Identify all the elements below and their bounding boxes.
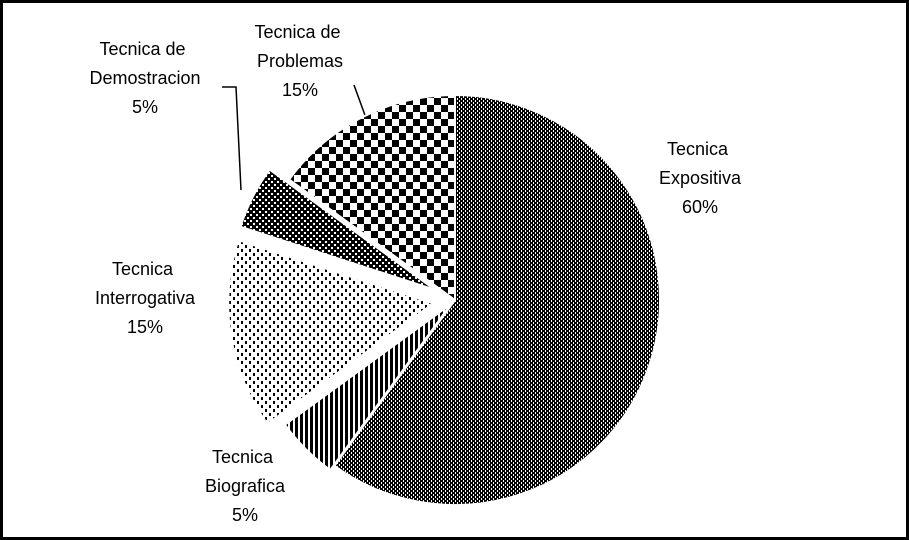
pie-slice [333, 93, 661, 506]
slice-value-label: 5% [232, 505, 258, 525]
slice-label: Tecnica de Demostracion [89, 39, 200, 88]
pie-slice [283, 303, 452, 472]
slice-value-label: 5% [132, 97, 158, 117]
slice-value-label: 15% [127, 317, 163, 337]
slice-value-label: 15% [282, 80, 318, 100]
leader-line [353, 84, 367, 119]
slice-label: Tecnica Interrogativa [95, 259, 196, 308]
slice-label: Tecnica Biografica [205, 447, 286, 496]
slice-value-label: 60% [682, 197, 718, 217]
slice-label: Tecnica de Problemas [254, 22, 345, 71]
pie-slice [239, 168, 436, 291]
pie-slice [287, 93, 456, 302]
pie-slice [227, 238, 436, 426]
slice-label: Tecnica Expositiva [659, 139, 742, 188]
leader-line [222, 86, 242, 191]
